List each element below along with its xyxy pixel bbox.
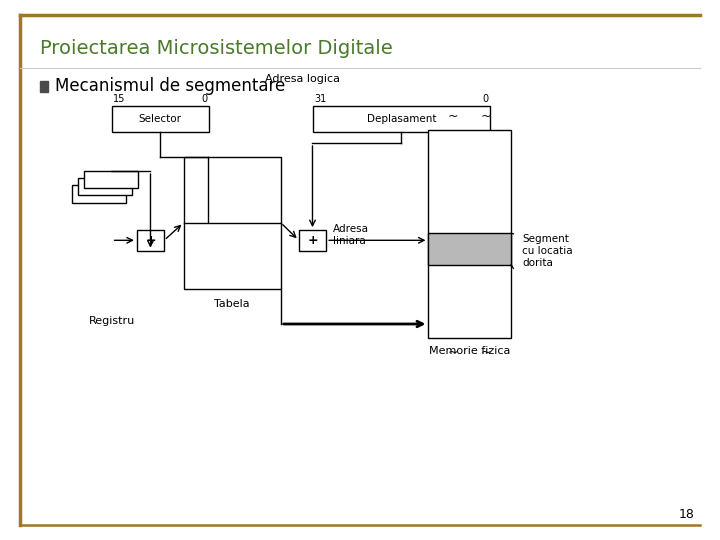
Bar (72, 185, 126, 202)
Text: 31: 31 (315, 94, 327, 104)
Text: Adresa logica: Adresa logica (265, 73, 340, 84)
Bar (428, 233, 511, 265)
Bar (184, 157, 281, 289)
Bar (313, 106, 490, 132)
Text: Selector: Selector (139, 114, 181, 124)
Bar (84, 171, 138, 188)
Bar (299, 230, 326, 251)
Text: ~: ~ (448, 110, 459, 123)
Text: ~: ~ (448, 346, 459, 359)
Text: Registru: Registru (89, 316, 135, 326)
Text: ~: ~ (481, 346, 492, 359)
Text: Tabela: Tabela (215, 299, 250, 309)
Bar (137, 230, 164, 251)
Bar (112, 106, 209, 132)
Text: 0: 0 (201, 94, 207, 104)
Bar (428, 130, 511, 338)
Text: 0: 0 (482, 94, 488, 104)
Text: Mecanismul de segmentare: Mecanismul de segmentare (55, 77, 286, 96)
Text: +: + (145, 234, 156, 247)
Text: Deplasament: Deplasament (366, 114, 436, 124)
Bar (78, 178, 132, 195)
Text: 15: 15 (113, 94, 125, 104)
Text: ~: ~ (481, 110, 492, 123)
Text: Adresa
liniara: Adresa liniara (333, 224, 369, 246)
Text: Memorie fizica: Memorie fizica (429, 346, 511, 356)
Bar (40, 81, 48, 92)
Text: Proiectarea Microsistemelor Digitale: Proiectarea Microsistemelor Digitale (40, 39, 392, 58)
Text: +: + (307, 234, 318, 247)
Text: 18: 18 (679, 508, 695, 521)
Text: Segment
cu locatia
dorita: Segment cu locatia dorita (522, 234, 572, 268)
